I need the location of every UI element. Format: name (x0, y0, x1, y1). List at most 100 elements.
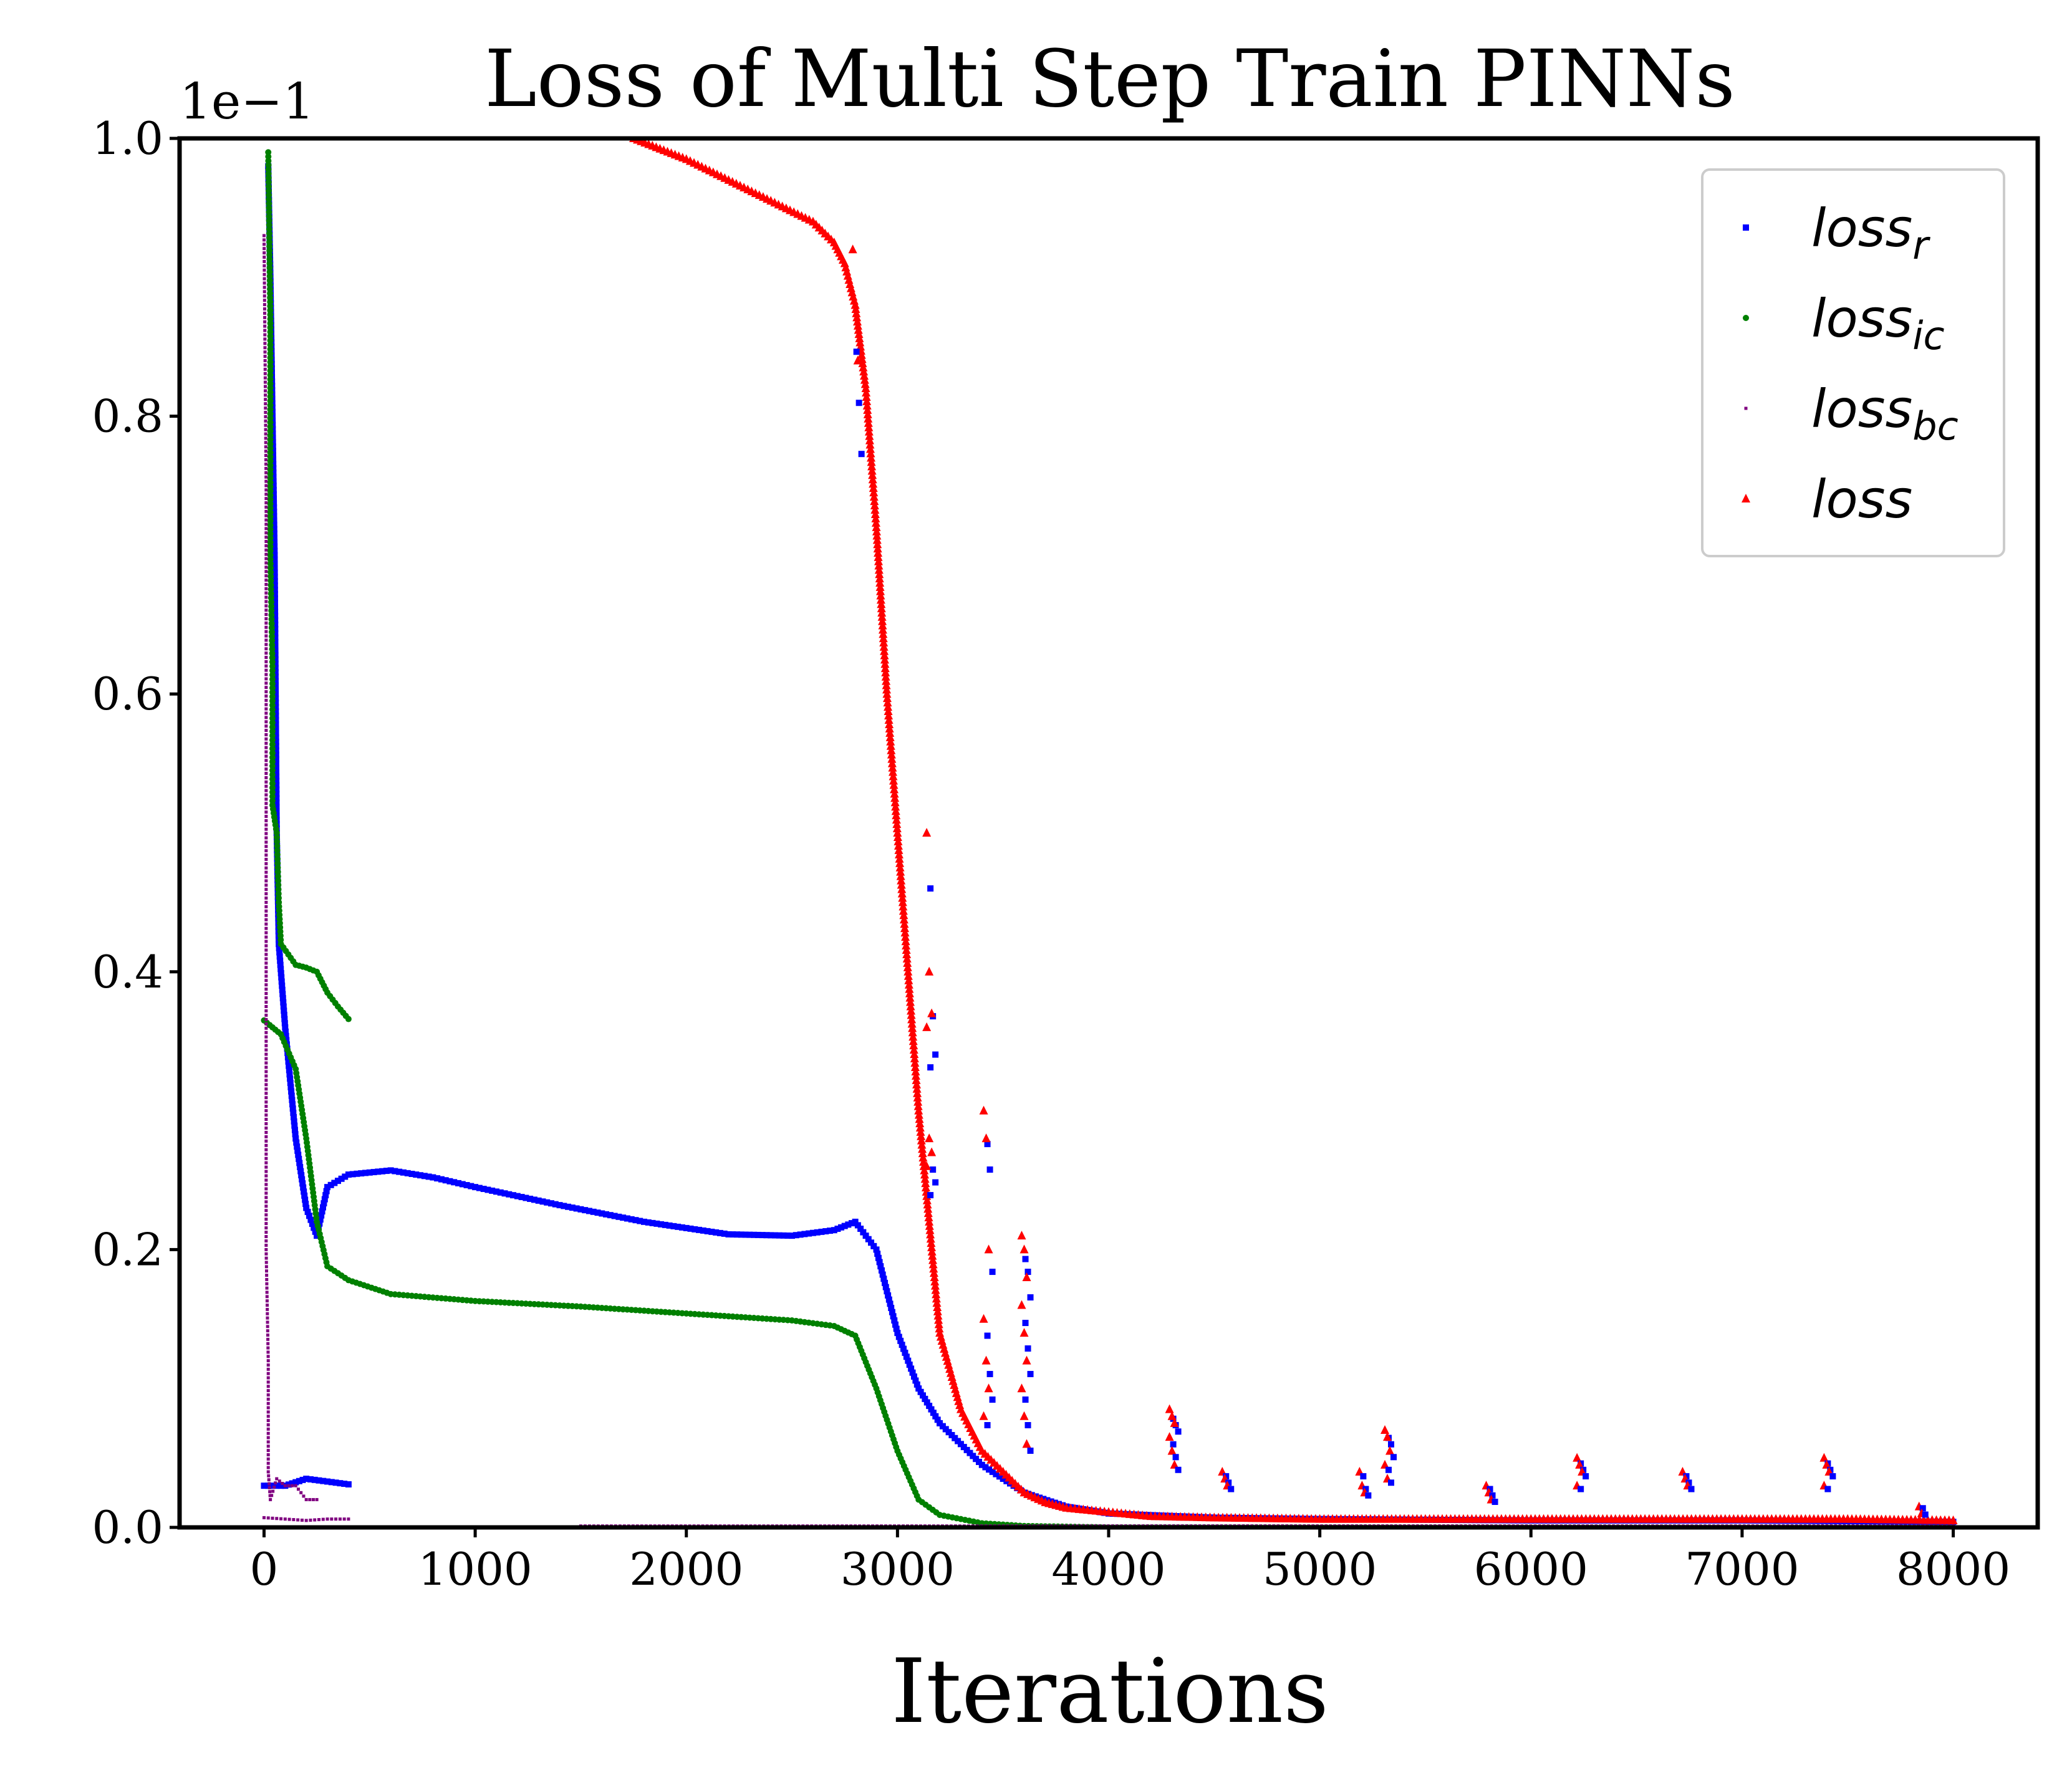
loss-point (899, 910, 908, 920)
loss-point (871, 517, 880, 527)
loss_bc-point (264, 875, 268, 878)
loss-point (879, 629, 888, 638)
loss_bc-point (264, 501, 268, 505)
loss_bc-point (264, 1174, 268, 1178)
loss_bc-point (294, 1484, 297, 1487)
loss_ic-point (267, 415, 274, 421)
loss-point (896, 871, 905, 880)
loss_ic-point (269, 667, 276, 674)
loss_r-point (666, 1222, 673, 1229)
loss-point (874, 560, 884, 570)
loss_bc-point (267, 1474, 271, 1478)
loss_bc-point (264, 600, 268, 603)
loss_bc-point (264, 1044, 268, 1047)
loss-point (848, 244, 857, 254)
loss_bc-point (265, 1282, 269, 1286)
loss_bc-point (264, 488, 268, 492)
loss_ic-point (274, 864, 281, 871)
loss_bc-point (264, 531, 268, 535)
loss-point (1819, 1453, 1829, 1462)
loss-point (877, 603, 886, 613)
loss_r-point (885, 1296, 892, 1303)
loss_bc-point (264, 853, 268, 857)
loss-point (1165, 1432, 1174, 1441)
loss_r-point (989, 1468, 996, 1475)
loss_bc-point (268, 1490, 272, 1494)
loss_r-point (345, 1171, 352, 1178)
loss-point (872, 526, 881, 536)
loss_r-point (887, 1300, 894, 1307)
loss_r-point (271, 499, 277, 506)
loss_r-point (675, 1223, 682, 1230)
loss_r-point (607, 1212, 614, 1219)
loss_r-point (281, 1011, 287, 1018)
loss_r-point (294, 1143, 301, 1150)
loss_r-point (687, 1225, 694, 1232)
loss_r-point (265, 1483, 272, 1489)
loss_r-point (620, 1214, 627, 1221)
loss_bc-point (263, 281, 266, 285)
loss_bc-point (264, 565, 268, 569)
loss-point (926, 1229, 935, 1239)
loss_r-point (909, 1369, 916, 1376)
loss-point (862, 388, 871, 397)
loss_r-point (489, 1187, 496, 1194)
loss_bc-point (264, 711, 268, 715)
loss_bc-point (338, 1517, 342, 1521)
loss-point (871, 513, 880, 522)
loss_bc-point (264, 1039, 268, 1043)
loss-point (899, 915, 908, 924)
loss_r-point (277, 970, 284, 977)
loss_bc-point (264, 940, 268, 943)
loss_ic-point (267, 419, 274, 426)
loss_bc-point (264, 518, 268, 522)
loss_r-point (1487, 1486, 1493, 1492)
loss_ic-point (275, 882, 282, 888)
loss_ic-point (267, 526, 274, 533)
loss_r-point (272, 612, 279, 619)
loss_bc-point (264, 466, 268, 470)
loss-point (912, 1075, 921, 1084)
loss_ic-point (267, 496, 274, 503)
loss_bc-point (264, 505, 268, 509)
loss_r-point (891, 1317, 898, 1324)
loss-point (1575, 1459, 1584, 1469)
loss_bc-point (296, 1487, 300, 1491)
loss-point (892, 824, 902, 833)
loss_ic-point (269, 776, 276, 782)
loss_r-point (892, 1321, 899, 1328)
x-tick-label: 2000 (629, 1543, 743, 1595)
loss-point (865, 440, 875, 449)
loss_bc-point (264, 819, 268, 822)
loss-point (887, 749, 896, 759)
loss_r-point (272, 704, 279, 711)
loss_r-point (272, 634, 279, 641)
loss-point (895, 862, 905, 872)
x-axis-label: Iterations (891, 1640, 1329, 1743)
loss-point (908, 1032, 918, 1041)
loss_r-point (366, 1169, 373, 1176)
loss_r-point (506, 1191, 513, 1198)
loss-point (925, 1225, 935, 1234)
loss_r-point (270, 474, 277, 481)
loss_r-point (742, 1231, 749, 1238)
loss_bc-point (264, 992, 268, 996)
loss-point (929, 1264, 938, 1273)
loss-point (907, 1006, 916, 1015)
loss_r-point (272, 608, 279, 615)
loss_r-point (882, 1279, 889, 1286)
loss_r-point (261, 1483, 267, 1489)
loss_bc-point (264, 621, 268, 625)
loss_ic-point (269, 693, 276, 700)
loss_bc-point (264, 1065, 268, 1069)
loss_bc-point (264, 698, 268, 702)
loss_r-point (565, 1203, 572, 1210)
loss_ic-point (269, 702, 276, 709)
loss_bc-point (264, 1070, 268, 1074)
loss_r-point (295, 1151, 302, 1158)
loss_r-point (986, 1166, 993, 1173)
loss_bc-point (264, 966, 268, 969)
loss_bc-point (264, 1052, 268, 1056)
loss-point (979, 1105, 988, 1115)
loss-point (887, 745, 896, 754)
